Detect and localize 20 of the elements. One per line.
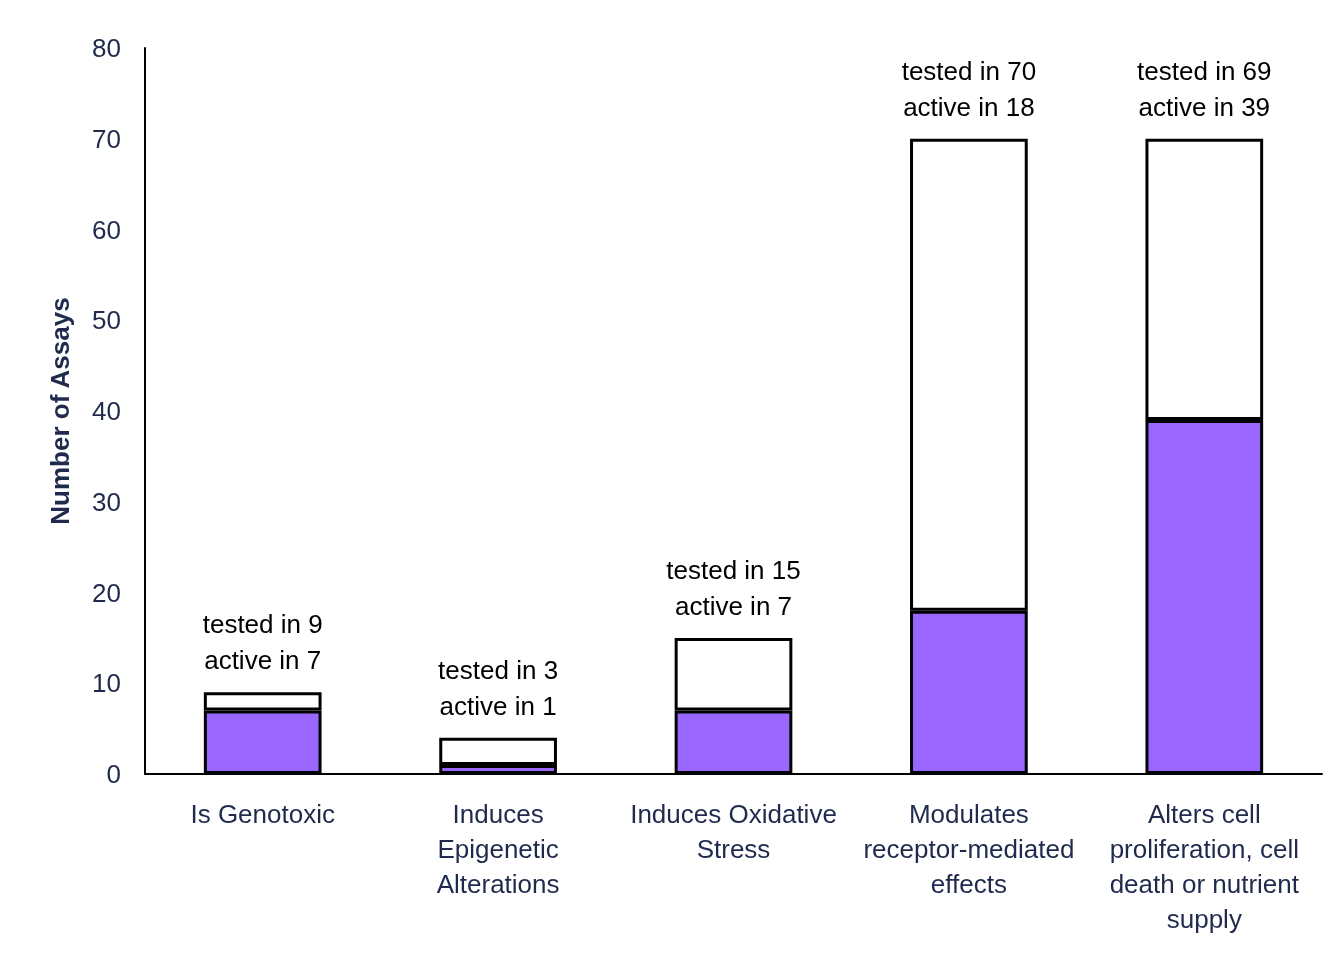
annotation: tested in 9 active in 7 (202, 609, 323, 676)
y-tick-label: 80 (92, 33, 121, 63)
y-tick-label: 20 (92, 577, 121, 608)
x-tick-label: Modulates receptor-mediated effects (863, 798, 1075, 899)
annotation: tested in 70 active in 18 (901, 55, 1037, 122)
y-axis-title: Number of Assays (45, 297, 75, 525)
x-tick-label: Induces Epigenetic Alterations (436, 798, 560, 899)
y-tick-label: 0 (106, 759, 121, 789)
x-tick-label: Induces Oxidative Stress (630, 798, 837, 864)
y-tick-label: 50 (92, 305, 121, 336)
x-tick-label: Is Genotoxic (190, 798, 335, 829)
annotation: tested in 69 active in 39 (1137, 55, 1272, 122)
y-tick-label: 10 (92, 668, 121, 699)
annotation: tested in 15 active in 7 (666, 554, 801, 621)
y-tick-label: 40 (92, 396, 121, 426)
y-tick-label: 30 (92, 486, 121, 517)
y-tick-label: 60 (92, 214, 121, 245)
annotation: tested in 3 active in 1 (438, 654, 559, 721)
y-tick-label: 70 (92, 123, 121, 154)
x-tick-label: Alters cell proliferation, cell death or nutrient supply (1109, 798, 1300, 934)
